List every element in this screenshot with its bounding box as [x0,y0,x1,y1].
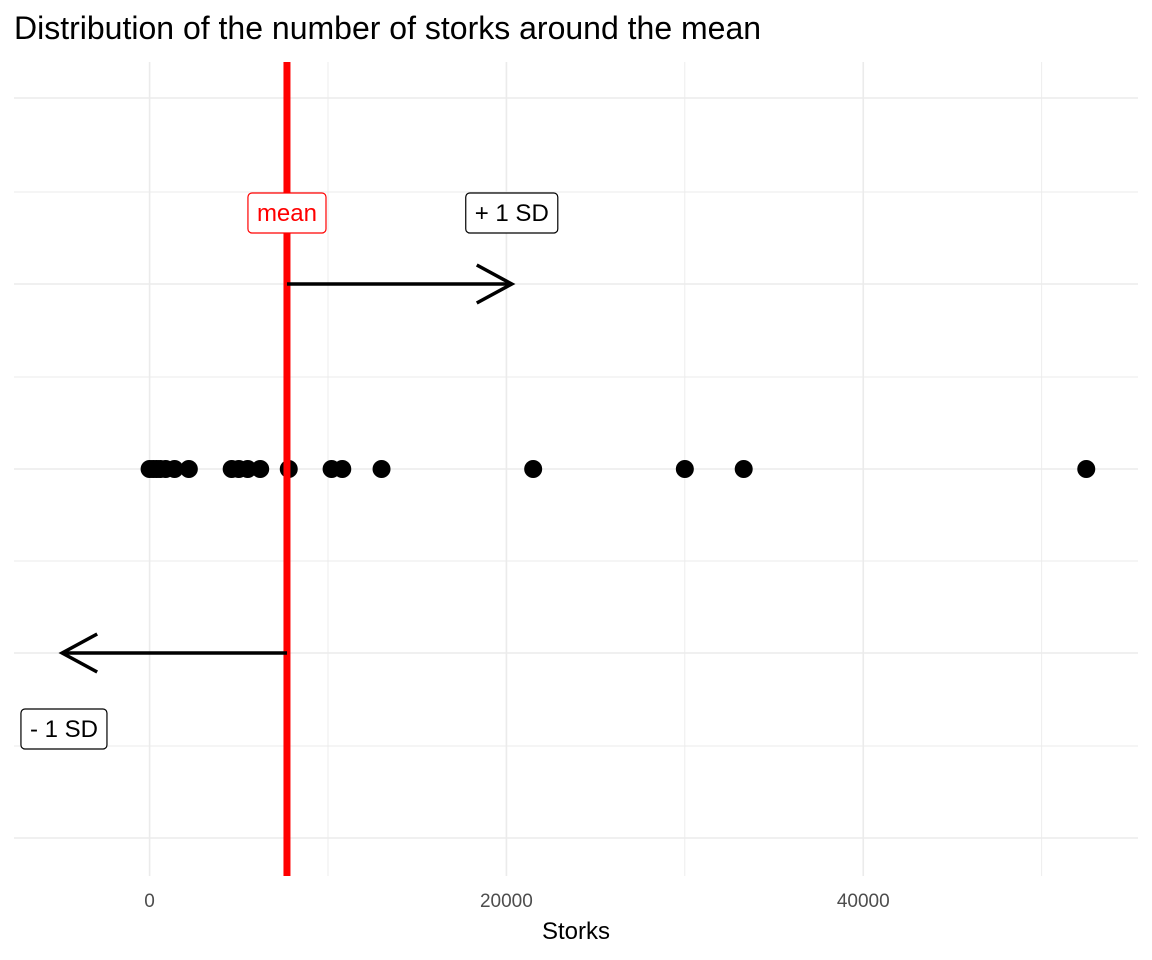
data-point [372,460,391,478]
mean-label-box [247,192,327,234]
sd-arrows [58,263,516,674]
plus-sd-label: + 1 SD [465,192,559,234]
plus-sd-label-text: + 1 SD [475,200,549,227]
x-axis-ticks: 0 20000 40000 [144,891,889,912]
data-point [1077,460,1096,478]
minus-sd-arrow-head [58,632,99,674]
minus-sd-label-text: - 1 SD [30,716,98,743]
data-point [179,460,198,478]
data-point [165,460,184,478]
data-point [734,460,753,478]
minus-sd-label: - 1 SD [20,708,108,750]
x-tick-label: 20000 [480,891,533,912]
data-point [675,460,694,478]
data-point [238,460,257,478]
annotation-labels: mean + 1 SD - 1 SD [20,192,559,750]
minus-sd-label-box [20,708,108,750]
data-points [140,460,1096,478]
x-axis-title: Storks [542,918,610,945]
mean-label-text: mean [257,200,317,227]
data-point [524,460,543,478]
chart-title: Distribution of the number of storks aro… [14,10,762,46]
plus-sd-arrow-head [475,263,516,305]
data-point [251,460,270,478]
x-tick-label: 40000 [837,891,890,912]
plus-sd-label-box [465,192,559,234]
mean-label: mean [247,192,327,234]
x-tick-label: 0 [144,891,155,912]
data-point [333,460,352,478]
